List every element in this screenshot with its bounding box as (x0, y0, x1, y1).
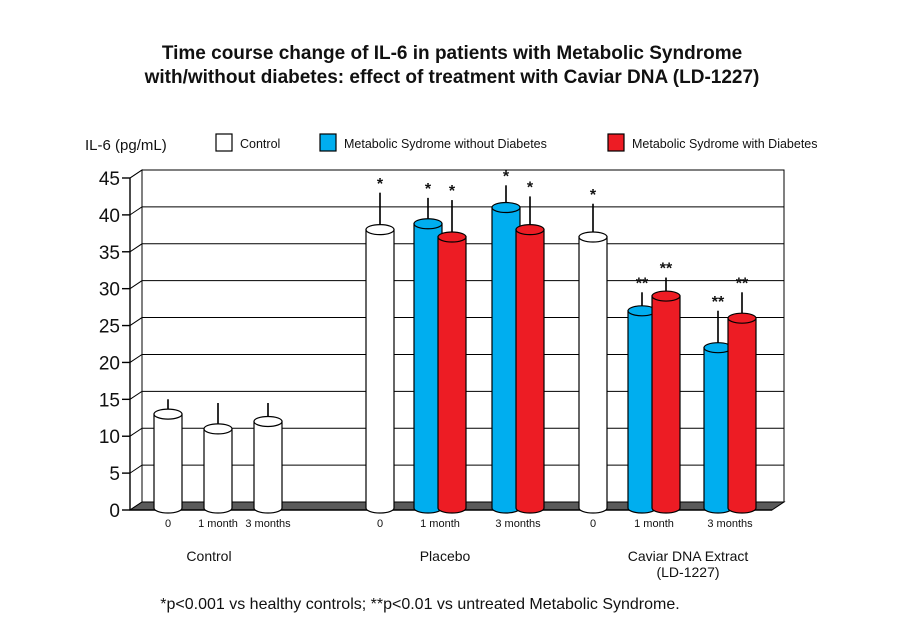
y-tick-label: 15 (99, 390, 120, 411)
significance-marker: ** (712, 294, 725, 311)
plot-left-wall (129, 169, 143, 511)
significance-marker: * (377, 176, 384, 193)
significance-footnote: *p<0.001 vs healthy controls; **p<0.01 v… (160, 596, 680, 613)
bar (515, 229, 545, 514)
group-label: (LD-1227) (656, 564, 719, 580)
gridline (129, 169, 784, 179)
bar-top (153, 408, 183, 420)
y-tick-label: 0 (109, 501, 120, 522)
legend-swatch (215, 133, 233, 152)
bar-top (203, 423, 233, 435)
x-tick-label: 1 month (420, 518, 460, 530)
significance-marker: ** (636, 275, 649, 292)
bar (578, 236, 608, 514)
legend-label: Control (240, 137, 280, 151)
legend-label: Metabolic Sydrome with Diabetes (632, 137, 818, 151)
gridline (129, 353, 784, 363)
x-tick-label: 1 month (634, 518, 674, 530)
significance-marker: * (503, 168, 510, 185)
legend-swatch (607, 133, 625, 152)
bar-top (413, 218, 443, 230)
significance-marker: * (590, 187, 597, 204)
y-tick-label: 20 (99, 353, 120, 374)
x-tick-label: 0 (377, 518, 383, 530)
bar-top (651, 290, 681, 302)
significance-marker: ** (660, 261, 673, 278)
y-tick-label: 5 (109, 464, 120, 485)
significance-marker: ** (736, 275, 749, 292)
bar (437, 236, 467, 514)
bar-top (727, 312, 757, 324)
gridline (129, 243, 784, 253)
chart-title-line-1: Time course change of IL-6 in patients w… (161, 43, 743, 64)
group-label: Caviar DNA Extract (628, 548, 749, 564)
group-label: Placebo (420, 548, 471, 564)
x-tick-label: 0 (590, 518, 596, 530)
gridline (129, 317, 784, 326)
x-tick-label: 3 months (245, 518, 291, 530)
gridline (129, 206, 784, 216)
bar (727, 317, 757, 514)
bar-top (365, 224, 395, 236)
y-tick-label: 30 (99, 280, 120, 301)
gridline (129, 427, 784, 437)
bar-top (253, 415, 283, 428)
y-tick-label: 35 (99, 243, 120, 264)
bar (153, 413, 183, 514)
y-tick-label: 40 (99, 206, 120, 227)
chart-title-line-2: with/without diabetes: effect of treatme… (144, 67, 760, 88)
significance-marker: * (527, 179, 534, 196)
bar-top (437, 231, 467, 243)
y-tick-label: 45 (99, 169, 120, 190)
gridline (129, 390, 784, 400)
bar-top (515, 224, 545, 236)
x-tick-label: 3 months (495, 518, 541, 530)
significance-marker: * (425, 181, 432, 198)
legend-label: Metabolic Sydrome without Diabetes (344, 137, 547, 151)
gridline (129, 280, 784, 290)
bar-top (578, 231, 608, 243)
y-axis-label: IL-6 (pg/mL) (85, 137, 167, 154)
gridline (129, 464, 784, 474)
bar-top (491, 201, 521, 214)
y-tick-label: 25 (99, 317, 120, 338)
x-tick-label: 1 month (198, 518, 238, 530)
x-tick-label: 0 (165, 518, 171, 530)
significance-marker: * (449, 183, 456, 200)
bar (651, 295, 681, 514)
y-tick-label: 10 (99, 427, 120, 448)
x-tick-label: 3 months (707, 518, 753, 530)
legend-swatch (319, 133, 337, 152)
bar (365, 229, 395, 514)
bar (203, 428, 233, 514)
bar (253, 420, 283, 514)
group-label: Control (186, 548, 231, 564)
